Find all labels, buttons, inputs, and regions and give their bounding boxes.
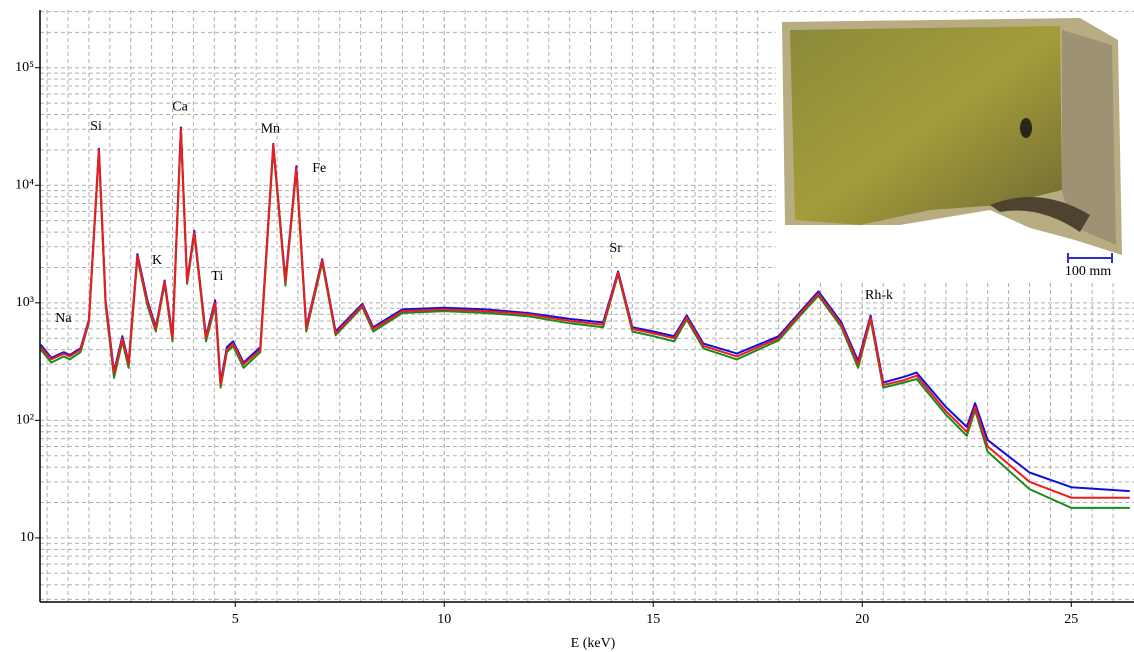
x-axis-label: E (keV) bbox=[571, 636, 616, 651]
peak-label: Si bbox=[90, 119, 102, 134]
plot-area bbox=[40, 126, 1130, 509]
peak-label: Fe bbox=[312, 161, 326, 176]
x-tick-label: 20 bbox=[855, 612, 869, 627]
y-tick-label: 10 bbox=[20, 530, 34, 545]
y-tick-label: 10⁴ bbox=[15, 178, 34, 193]
spectrum-line bbox=[40, 128, 1130, 499]
peak-label: Mn bbox=[261, 121, 280, 136]
y-tick-label: 10³ bbox=[16, 295, 34, 310]
peak-label: K bbox=[152, 253, 162, 268]
inset-photo: 100 mm bbox=[776, 12, 1134, 282]
x-tick-label: 25 bbox=[1064, 612, 1078, 627]
x-tick-label: 10 bbox=[437, 612, 451, 627]
peak-label: Na bbox=[55, 311, 72, 326]
inset-scale-label: 100 mm bbox=[1065, 264, 1111, 279]
y-tick-label: 10² bbox=[16, 413, 34, 428]
x-tick-label: 5 bbox=[232, 612, 239, 627]
peak-label: Rh-k bbox=[865, 288, 893, 303]
y-tick-label: 10⁵ bbox=[15, 60, 34, 75]
peak-label: Sr bbox=[609, 241, 622, 256]
peak-label: Ca bbox=[172, 100, 188, 115]
x-tick-label: 15 bbox=[646, 612, 660, 627]
peak-label: Ti bbox=[211, 269, 223, 284]
